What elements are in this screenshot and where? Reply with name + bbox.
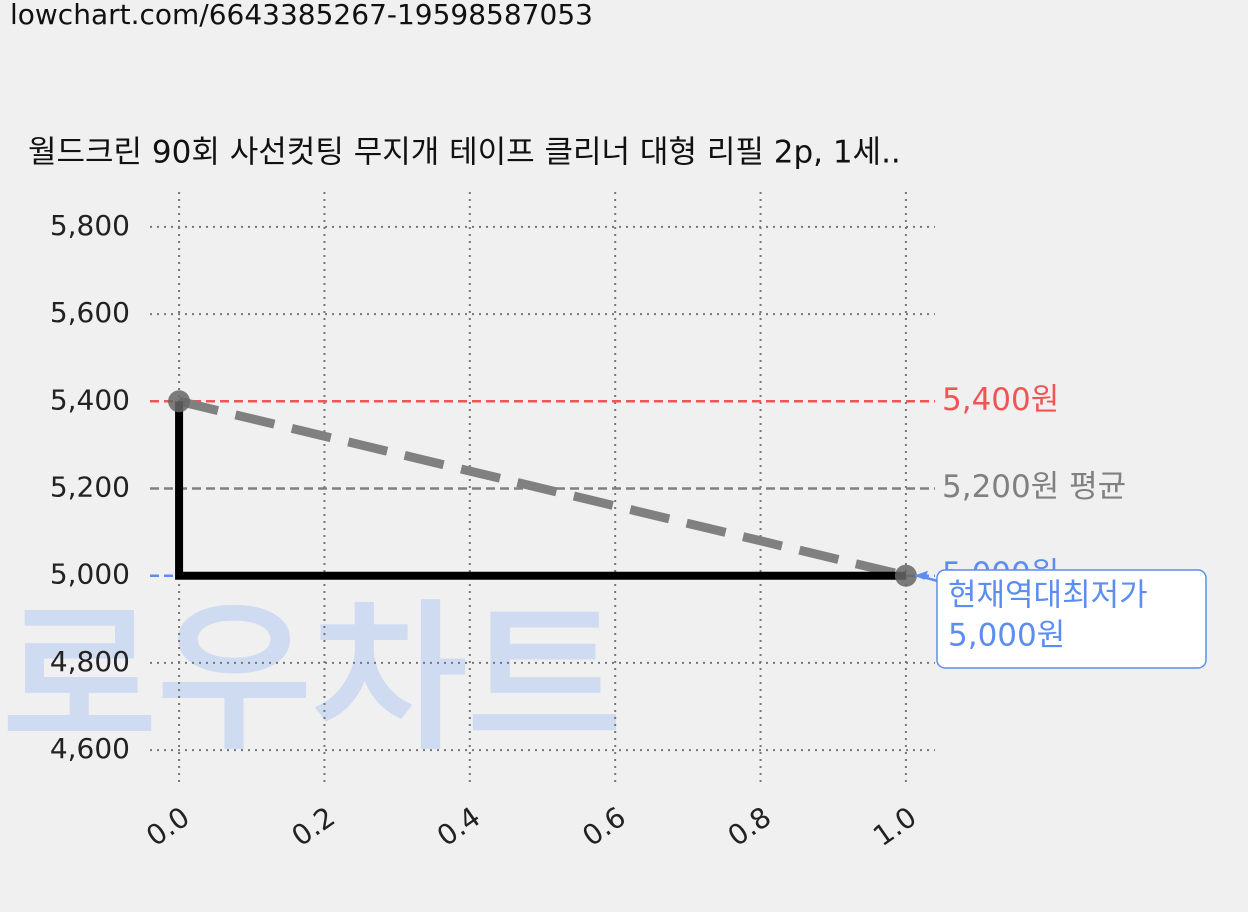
- annotation-text: 5,000원: [948, 618, 1065, 654]
- y-tick-label: 5,000: [50, 558, 130, 591]
- url: lowchart.com/6643385267-19598587053: [10, 0, 593, 31]
- reference-label: 5,200원 평균: [942, 469, 1126, 505]
- y-tick-label: 5,800: [50, 209, 130, 242]
- y-tick-label: 5,600: [50, 296, 130, 329]
- y-tick-label: 5,400: [50, 383, 130, 416]
- step-line: [175, 401, 906, 580]
- annotation-text: 현재역대최저가: [948, 578, 1148, 614]
- point: [168, 390, 191, 413]
- point: [894, 564, 917, 587]
- chart-title: 월드크린 90회 사선컷팅 무지개 테이프 클리너 대형 리필 2p, 1세..: [28, 135, 901, 171]
- reference-label: 5,400원: [942, 382, 1059, 418]
- trend-line: [178, 396, 907, 581]
- y-tick-label: 5,200: [50, 471, 130, 504]
- annotation-arrowhead: [913, 570, 928, 580]
- y-tick-label: 4,600: [50, 732, 130, 765]
- y-tick-label: 4,800: [50, 645, 130, 678]
- annotation-box: [936, 569, 1207, 669]
- watermark: 로우차트: [2, 585, 622, 772]
